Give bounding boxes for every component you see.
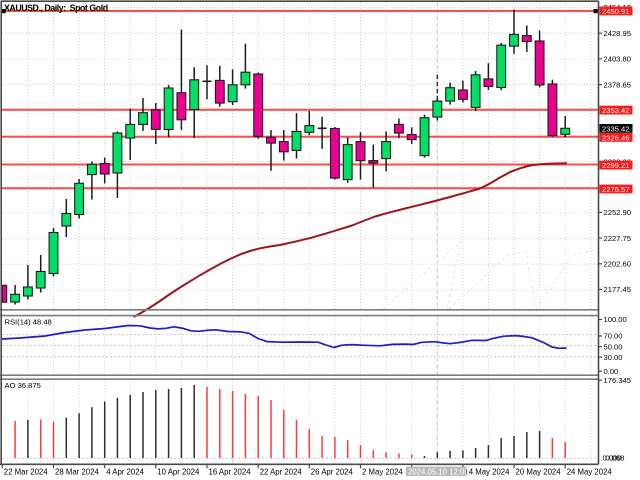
svg-text:30.00: 30.00 — [604, 353, 623, 362]
svg-text:20 May 2024: 20 May 2024 — [516, 468, 562, 477]
svg-text:2403.80: 2403.80 — [604, 55, 631, 64]
svg-text:16 Apr 2024: 16 Apr 2024 — [209, 468, 252, 477]
svg-text:26 Apr 2024: 26 Apr 2024 — [311, 468, 354, 477]
svg-text:24 May 2024: 24 May 2024 — [567, 468, 613, 477]
svg-text:0.000: 0.000 — [603, 453, 622, 462]
svg-text:100.00: 100.00 — [604, 315, 627, 324]
svg-text:2276.57: 2276.57 — [602, 185, 629, 194]
svg-text:AO 36.875: AO 36.875 — [5, 381, 41, 390]
svg-text:2378.65: 2378.65 — [604, 80, 631, 89]
svg-text:4 Apr 2024: 4 Apr 2024 — [106, 468, 144, 477]
svg-text:0.068: 0.068 — [606, 453, 625, 462]
svg-text:2353.42: 2353.42 — [602, 106, 629, 115]
svg-text:2227.75: 2227.75 — [604, 234, 631, 243]
svg-text:2024.05.10 12:00: 2024.05.10 12:00 — [408, 467, 469, 476]
svg-text:2299.21: 2299.21 — [602, 161, 629, 170]
svg-text:XAUUSD., Daily: Spot Gold: XAUUSD., Daily: Spot Gold — [4, 3, 108, 13]
svg-text:0.00: 0.00 — [604, 367, 619, 376]
svg-text:2450.91: 2450.91 — [602, 7, 629, 16]
svg-text:2 May 2024: 2 May 2024 — [362, 468, 403, 477]
svg-text:RSI(14) 48.48: RSI(14) 48.48 — [5, 317, 52, 326]
svg-text:2428.95: 2428.95 — [604, 29, 631, 38]
svg-text:28 Mar 2024: 28 Mar 2024 — [55, 468, 99, 477]
svg-text:14 May 2024: 14 May 2024 — [464, 468, 510, 477]
svg-text:2202.60: 2202.60 — [604, 260, 631, 269]
svg-text:2177.45: 2177.45 — [604, 285, 631, 294]
svg-text:10 Apr 2024: 10 Apr 2024 — [157, 468, 200, 477]
svg-text:2252.90: 2252.90 — [604, 208, 631, 217]
svg-text:22 Mar 2024: 22 Mar 2024 — [4, 468, 48, 477]
svg-text:70.00: 70.00 — [604, 332, 623, 341]
svg-text:176.345: 176.345 — [604, 376, 631, 385]
svg-text:2335.42: 2335.42 — [602, 124, 629, 133]
svg-text:22 Apr 2024: 22 Apr 2024 — [260, 468, 303, 477]
svg-text:2326.46: 2326.46 — [602, 133, 629, 142]
svg-text:50.00: 50.00 — [604, 342, 623, 351]
